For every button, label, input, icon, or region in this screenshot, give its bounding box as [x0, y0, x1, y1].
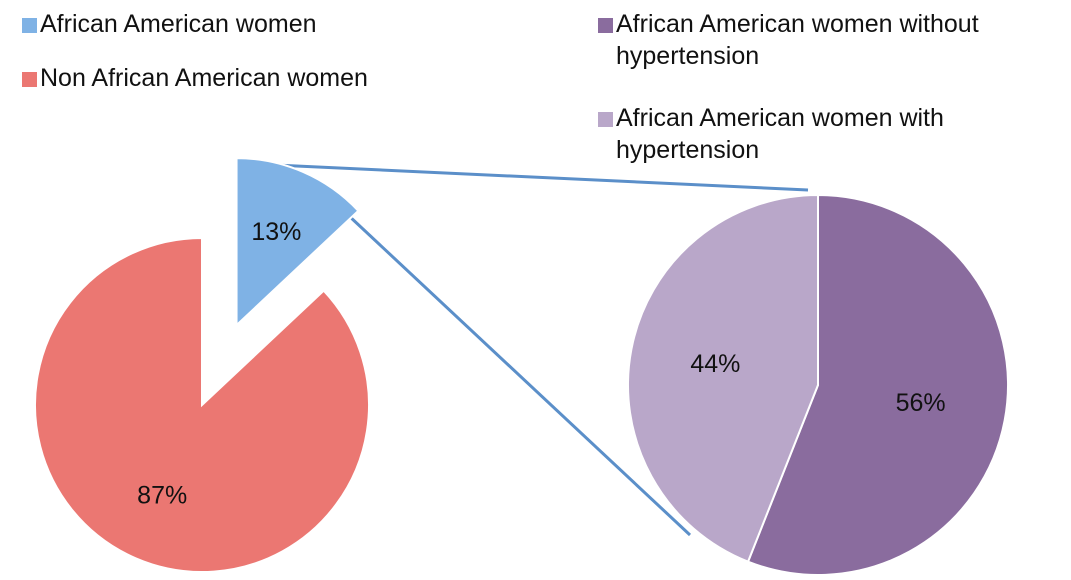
legend-label: African American women — [40, 10, 317, 38]
connector-line — [274, 163, 809, 192]
legend-swatch — [598, 112, 613, 127]
pie-slice — [627, 193, 819, 563]
data-label: 44% — [690, 350, 740, 378]
data-label: 56% — [896, 389, 946, 417]
data-label: 13% — [251, 218, 301, 246]
legend-swatch — [22, 18, 37, 33]
connector-line — [346, 213, 692, 537]
legend-label: African American women without hypertens… — [616, 10, 979, 70]
pie-slice — [746, 193, 1009, 576]
pie-slice — [235, 157, 360, 328]
pie-slice — [34, 236, 370, 573]
legend-swatch — [598, 18, 613, 33]
legend-label: Non African American women — [40, 64, 368, 92]
data-label: 87% — [137, 482, 187, 510]
legend-label: African American women with hypertension — [616, 104, 944, 164]
legend-swatch — [22, 72, 37, 87]
